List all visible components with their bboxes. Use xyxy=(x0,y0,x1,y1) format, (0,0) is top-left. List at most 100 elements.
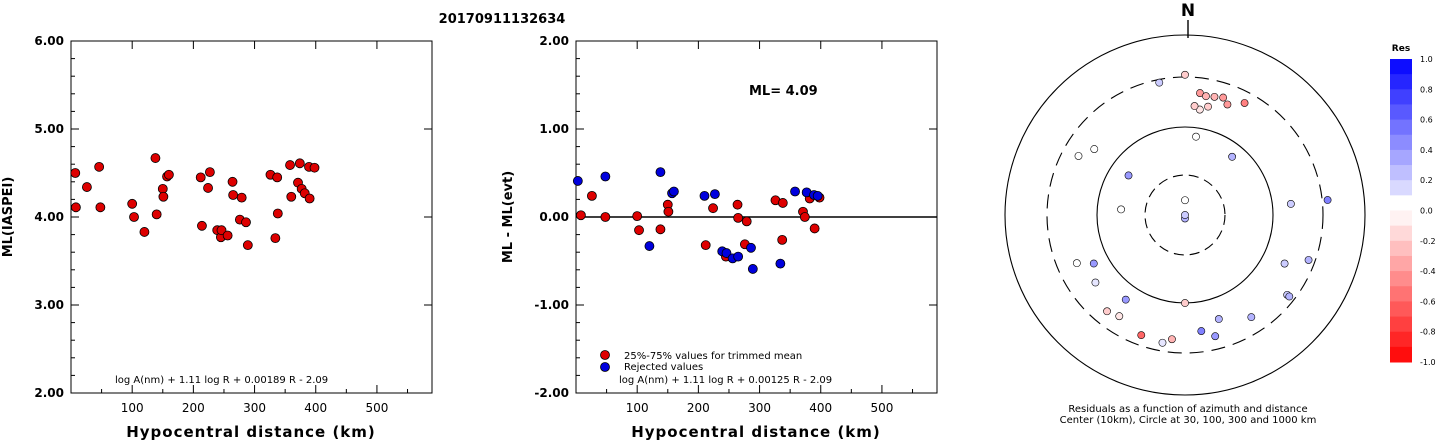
y-axis-label: ML - ML(evt) xyxy=(501,171,516,263)
data-point xyxy=(777,198,788,208)
data-points xyxy=(70,153,320,251)
station-point xyxy=(1124,171,1133,180)
data-point xyxy=(708,203,718,214)
data-point xyxy=(741,216,752,227)
ring-30km xyxy=(1144,174,1226,256)
data-point xyxy=(227,176,238,187)
station-point xyxy=(1197,327,1206,335)
y-tick-label: 6.00 xyxy=(34,34,64,48)
data-point xyxy=(747,264,758,274)
y-tick-label: 1.00 xyxy=(539,122,569,136)
data-point xyxy=(70,168,81,178)
data-point xyxy=(709,189,720,200)
data-point xyxy=(139,227,150,237)
station-points xyxy=(1072,70,1332,347)
data-point xyxy=(285,160,295,170)
data-point xyxy=(204,167,215,178)
colorbar-cell xyxy=(1390,104,1412,121)
x-tick-label: 100 xyxy=(626,401,649,415)
station-point xyxy=(1103,307,1111,316)
station-point xyxy=(1247,313,1256,322)
station-point xyxy=(1214,315,1223,323)
ml-annotation: ML= 4.09 xyxy=(749,84,818,99)
station-point xyxy=(1089,259,1098,268)
station-point xyxy=(1192,132,1200,141)
figure-title: 20170911132634 xyxy=(439,12,566,27)
station-point xyxy=(1115,312,1124,321)
colorbar-cells xyxy=(1390,59,1412,363)
data-point xyxy=(150,153,161,163)
y-axis-label: ML(IASPEI) xyxy=(1,177,16,258)
colorbar-cell xyxy=(1390,119,1412,136)
station-point xyxy=(1304,256,1313,264)
station-point xyxy=(1155,78,1164,87)
colorbar-tick-label: -0.6 xyxy=(1420,297,1436,306)
station-point xyxy=(1285,292,1294,301)
colorbar-cell xyxy=(1390,149,1412,166)
data-point xyxy=(304,193,315,204)
data-point xyxy=(600,212,611,222)
y-tick-label: -2.00 xyxy=(534,386,569,400)
x-tick-label: 500 xyxy=(870,401,893,415)
colorbar-tick-label: -0.4 xyxy=(1420,267,1436,276)
data-point xyxy=(163,169,174,180)
x-tick-label: 300 xyxy=(748,401,771,415)
legend: 25%-75% values for trimmed mean Rejected… xyxy=(600,350,802,373)
legend-label-trimmed: 25%-75% values for trimmed mean xyxy=(624,351,802,362)
x-tick-label: 300 xyxy=(243,401,266,415)
data-point xyxy=(746,242,756,253)
y-tick-label: 2.00 xyxy=(539,34,569,48)
colorbar-cell xyxy=(1390,271,1412,287)
data-point xyxy=(228,190,239,200)
x-tick-label: 100 xyxy=(121,401,144,415)
colorbar-cell xyxy=(1390,180,1412,196)
station-point xyxy=(1137,331,1146,340)
station-point xyxy=(1072,259,1081,268)
data-point xyxy=(236,192,247,203)
y-tick-label: 2.00 xyxy=(34,386,64,400)
ring-1000km xyxy=(1004,34,1366,396)
colorbar-cell xyxy=(1390,59,1412,75)
colorbar-tick-label: 0.4 xyxy=(1420,146,1433,155)
data-point xyxy=(663,206,674,217)
data-point xyxy=(644,241,655,251)
x-axis-label: Hypocentral distance (km) xyxy=(631,423,881,441)
data-point xyxy=(732,199,743,210)
formula-label: log A(nm) + 1.11 log R + 0.00125 R - 2.0… xyxy=(619,375,832,386)
colorbar-cell xyxy=(1390,195,1412,211)
colorbar-tick-label: 0.6 xyxy=(1420,116,1433,125)
data-point xyxy=(129,212,139,222)
panel-residual-azimuth-map: N Residuals as a function of azimuth and… xyxy=(1004,1,1366,426)
colorbar-cell xyxy=(1390,89,1412,105)
data-point xyxy=(587,190,597,201)
data-point xyxy=(197,220,207,231)
axis-ticks: 100 200 300 400 500 2.00 3.00 4.00 5.00 6.00 xyxy=(34,34,432,415)
x-tick-label: 200 xyxy=(182,401,205,415)
station-point xyxy=(1181,211,1189,219)
station-point xyxy=(1202,92,1210,101)
colorbar: Res 1.0 0.8 0.6 0.4 0.2 0.0 -0.2 -0.4 -0.6 -0.8 -1… xyxy=(1390,44,1436,367)
data-point xyxy=(70,202,81,213)
data-point xyxy=(272,208,283,219)
data-point xyxy=(242,240,253,251)
station-point xyxy=(1210,92,1219,101)
colorbar-cell xyxy=(1390,316,1412,333)
station-point xyxy=(1158,338,1167,347)
data-point xyxy=(668,186,679,197)
station-point xyxy=(1286,199,1295,208)
colorbar-tick-labels: 1.0 0.8 0.6 0.4 0.2 0.0 -0.2 -0.4 -0.6 -0.8 -1.0 xyxy=(1420,55,1436,367)
colorbar-cell xyxy=(1390,346,1412,363)
station-point xyxy=(1323,196,1332,204)
y-tick-label: 0.00 xyxy=(539,210,569,224)
station-point xyxy=(1204,102,1212,111)
colorbar-tick-label: 0.8 xyxy=(1420,85,1433,94)
data-point xyxy=(790,186,800,197)
y-tick-label: 5.00 xyxy=(34,122,64,136)
station-point xyxy=(1091,278,1100,287)
data-point xyxy=(600,171,611,182)
station-point xyxy=(1074,152,1083,160)
y-tick-label: 4.00 xyxy=(34,210,64,224)
station-point xyxy=(1181,196,1189,205)
station-point xyxy=(1090,145,1099,153)
colorbar-cell xyxy=(1390,165,1412,181)
